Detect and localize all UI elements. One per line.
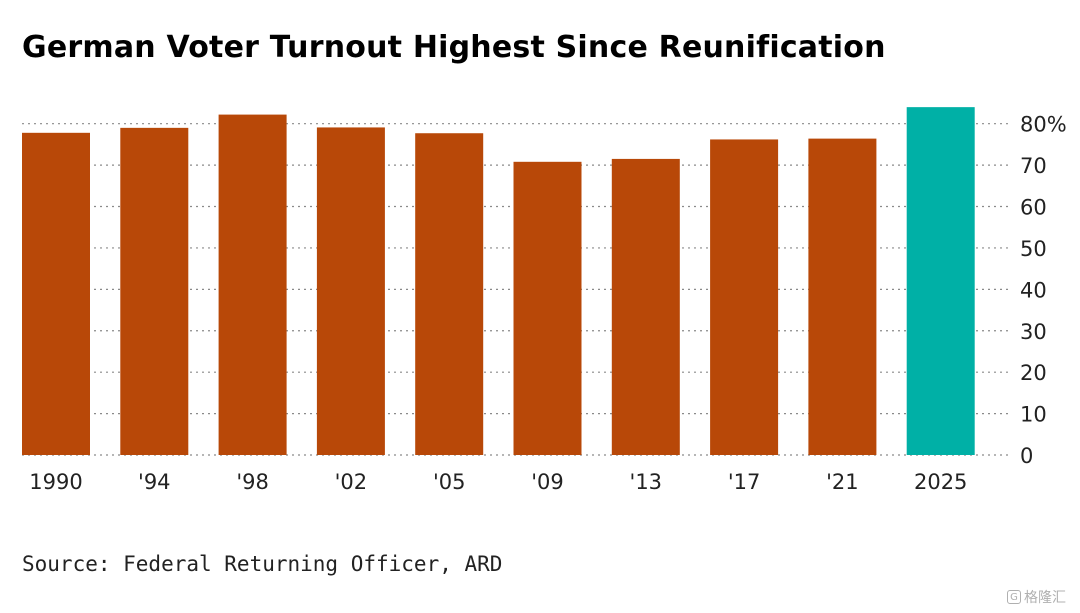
watermark: G 格隆汇 — [1007, 587, 1066, 607]
x-tick-label: '94 — [138, 470, 171, 494]
y-tick-label: 50 — [1020, 237, 1047, 261]
x-tick-label: 1990 — [29, 470, 82, 494]
bar — [611, 158, 680, 455]
y-tick-label: 0 — [1020, 444, 1033, 468]
y-tick-label: 80% — [1020, 113, 1067, 137]
y-tick-label: 20 — [1020, 361, 1047, 385]
x-tick-label: '05 — [433, 470, 466, 494]
y-axis-labels: 0 10 20 30 40 50 60 70 80% — [1020, 113, 1067, 468]
y-tick-label: 60 — [1020, 196, 1047, 220]
bar — [808, 138, 877, 455]
bar — [415, 133, 484, 455]
source-note: Source: Federal Returning Officer, ARD — [22, 552, 503, 576]
x-tick-label: '17 — [728, 470, 761, 494]
bar — [218, 114, 287, 456]
y-tick-label: 10 — [1020, 403, 1047, 427]
bar — [316, 127, 385, 456]
watermark-text: 格隆汇 — [1024, 590, 1066, 606]
bar — [906, 107, 975, 455]
y-tick-label: 30 — [1020, 320, 1047, 344]
y-tick-label: 40 — [1020, 278, 1047, 302]
logo-icon: G — [1007, 590, 1021, 604]
y-tick-label: 70 — [1020, 154, 1047, 178]
x-tick-label: '98 — [236, 470, 269, 494]
x-tick-label: '21 — [826, 470, 859, 494]
x-axis-labels: 1990 '94 '98 '02 '05 '09 '13 '17 '21 2025 — [29, 470, 967, 494]
x-tick-label: '02 — [335, 470, 368, 494]
bar — [513, 161, 582, 456]
chart-title: German Voter Turnout Highest Since Reuni… — [22, 30, 886, 65]
x-tick-label: '13 — [630, 470, 663, 494]
bar — [710, 139, 779, 455]
bar-chart: 1990 '94 '98 '02 '05 '09 '13 '17 '21 2025 0 10 20 30… — [22, 107, 1067, 494]
bar — [22, 132, 90, 455]
x-tick-label: 2025 — [914, 470, 967, 494]
bars — [22, 107, 975, 456]
x-tick-label: '09 — [531, 470, 564, 494]
bar — [120, 127, 189, 456]
